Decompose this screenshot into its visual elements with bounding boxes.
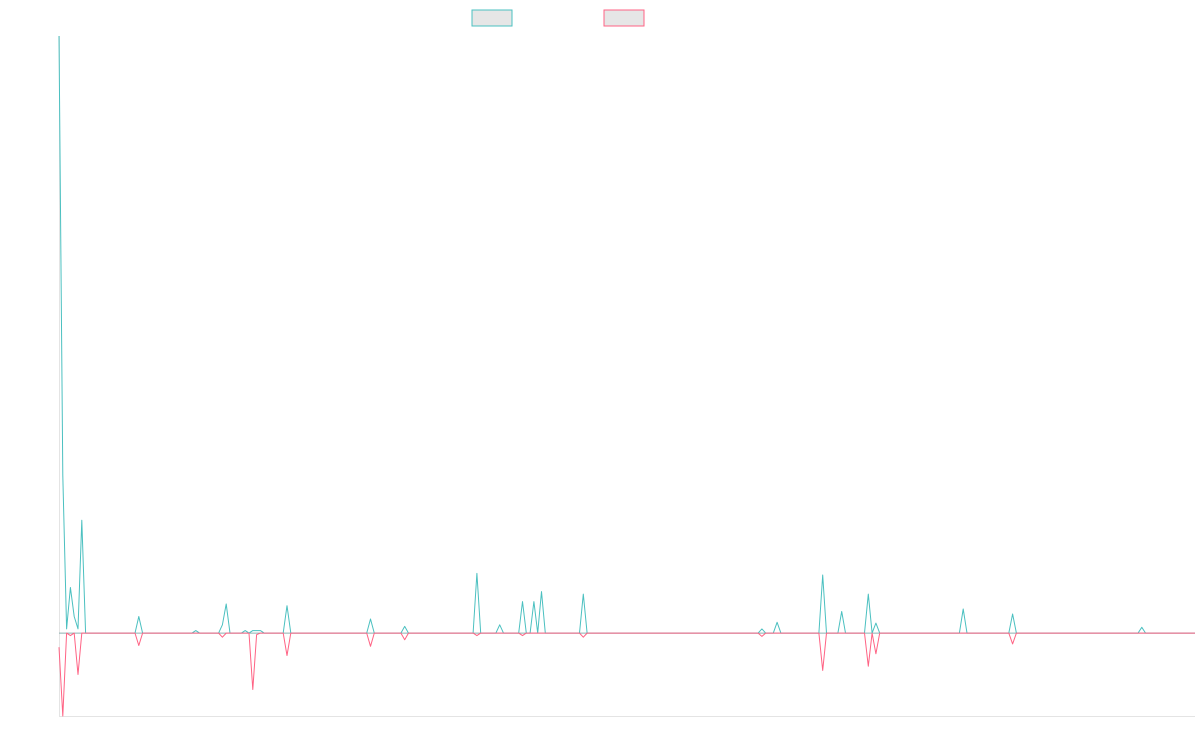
series-line-series-a [58,35,1195,634]
series-layer [58,35,1195,717]
legend [471,9,645,27]
series-line-series-b [58,632,1195,717]
legend-swatch-series-b[interactable] [603,9,645,27]
legend-swatch-series-a[interactable] [471,9,513,27]
